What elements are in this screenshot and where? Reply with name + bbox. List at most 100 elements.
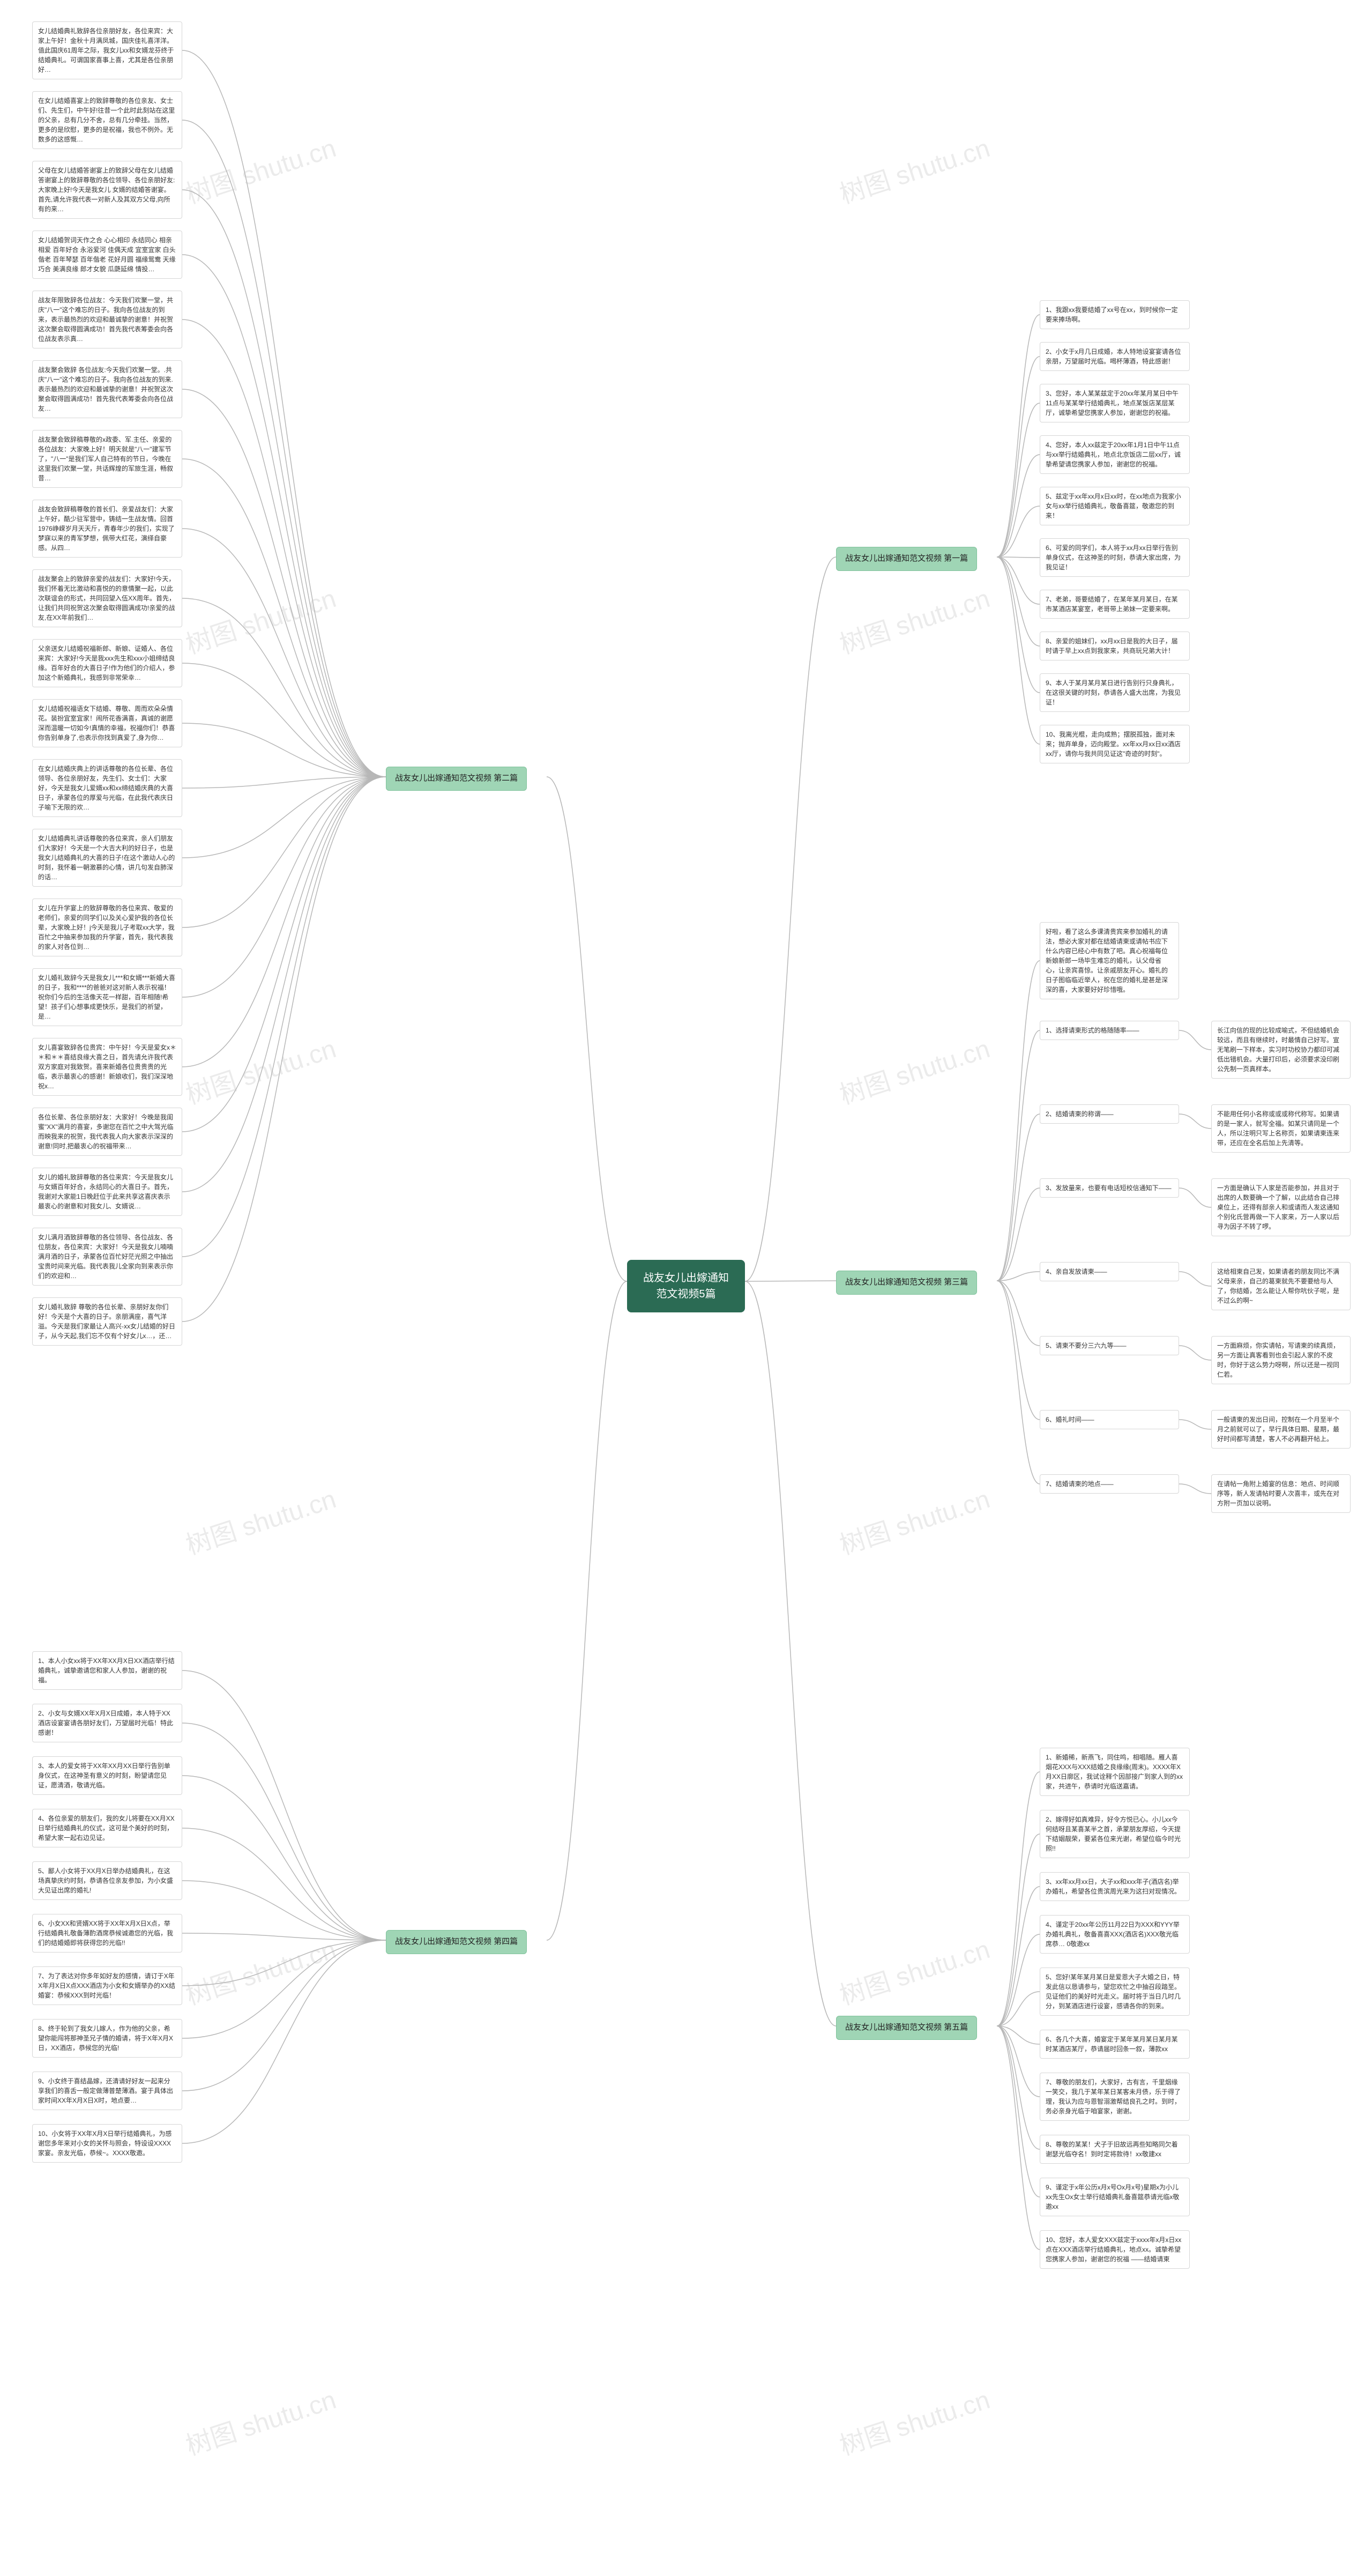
leaf-node[interactable]: 好啦，看了这么多课清贵宾来参加婚礼的请法，想必大家对都在结婚请柬或请帖书应下什么… [1040,922,1179,999]
leaf-node[interactable]: 女儿结婚典礼致辞各位亲朋好友，各位来宾：大家上午好！金秋十月满凤城，国庆佳礼喜洋… [32,21,182,79]
leaf-node[interactable]: 女儿结婚贺词天作之合 心心相印 永结同心 相亲相爱 百年好合 永浴爱河 佳偶天成… [32,231,182,279]
leaf-node[interactable]: 女儿结婚典礼讲话尊敬的各位来宾，亲人们朋友们大家好！今天是一个大吉大利的好日子，… [32,829,182,887]
leaf-text: 8、终于轮到了我女儿嫁人，作为他的父亲，希望你能闯将那神圣兄子情的婚请，将于X年… [38,2025,173,2052]
branch-node[interactable]: 战友女儿出嫁通知范文视频 第一篇 [836,547,977,571]
leaf-node[interactable]: 8、尊敬的某某！犬子于旧故远再些知略同欠着谢瑟光临夺名！到时定将款待！xx敬建x… [1040,2135,1190,2164]
leaf-text: 战友会致辞稿尊敬的首长们、亲爱战友们：大家上午好，酷少驻军营中，铸结一生战友情。… [38,506,175,552]
root-node[interactable]: 战友女儿出嫁通知范文视频5篇 [627,1260,745,1312]
leaf-text: 3、您好，本人某某兹定于20xx年某月某日中午11点与某某举行结婚典礼，地点某饭… [1046,390,1179,417]
branch-node[interactable]: 战友女儿出嫁通知范文视频 第四篇 [386,1930,527,1954]
leaf-text: 5、请柬不要分三六九等—— [1046,1342,1127,1349]
leaf-node[interactable]: 4、各位亲爱的朋友们，我的女儿将要在XX月XX日举行结婚典礼的仪式，这可是个美好… [32,1809,182,1847]
leaf-node[interactable]: 7、为了表达对你多年如好友的感情，请订于X年X年月X日X点XXX酒店为小女和女婿… [32,1966,182,2005]
leaf-node[interactable]: 女儿满月酒致辞尊敬的各位领导、各位战友、各位朋友，各位来宾：大家好！今天是我女儿… [32,1228,182,1286]
leaf-node[interactable]: 9、本人于某月某月某日进行告别行只身典礼，在这很关键的时刻，恭请各人盛大出席，为… [1040,673,1190,712]
sub-node[interactable]: 不能用任何小名称或或或称代称写。如果请的是一家人，就写全福。如某只请同是一个人，… [1211,1104,1351,1153]
leaf-node[interactable]: 父亲送女儿结婚祝福新郎、新娘、证婚人、各位来宾：大家好!今天是我xxx先生和xx… [32,639,182,687]
sub-node[interactable]: 一般请柬的发出日间，控制在一个月至半个月之前就可以了，早行具体日期、星期，最好时… [1211,1410,1351,1449]
leaf-node[interactable]: 5、兹定于xx年xx月x日xx时，在xx地点为我家小女与xx举行结婚典礼，敬备喜… [1040,487,1190,525]
leaf-node[interactable]: 1、选择请柬形式的格随随率—— [1040,1021,1179,1040]
branch-label: 战友女儿出嫁通知范文视频 第三篇 [845,1278,968,1287]
leaf-text: 各位长辈、各位亲朋好友：大家好！今晚是我闺蜜"XX"满月的喜宴，多谢您在百忙之中… [38,1113,174,1150]
leaf-node[interactable]: 2、嫁得好如真难异，好令方悦已心。小儿xx今何结呀且某喜某半之首，承蒙朋友厚绍，… [1040,1810,1190,1858]
watermark: 树图 shutu.cn [180,127,340,211]
watermark: 树图 shutu.cn [180,1928,340,2012]
leaf-node[interactable]: 女儿婚礼致辞今天是我女儿***和女婿***新婚大喜的日子，我和****的爸爸对这… [32,968,182,1026]
leaf-node[interactable]: 10、我离光棍，走向成熟；摆脱孤独，面对未来；抛弃单身，迈向殿堂。xx年xx月x… [1040,725,1190,763]
branch-node[interactable]: 战友女儿出嫁通知范文视频 第五篇 [836,2016,977,2040]
leaf-node[interactable]: 女儿的婚礼致辞尊敬的各位来宾：今天是我女儿与女婿百年好合，永结同心的大喜日子。首… [32,1168,182,1216]
leaf-node[interactable]: 战友聚会上的致辞亲爱的战友们：大家好!今天，我们怀着无比激动和喜悦的的意情聚一起… [32,569,182,627]
leaf-node[interactable]: 7、尊敬的朋友们，大家好，古有言，千里烟缘一笑交，我几于某年某日某客未月债，乐于… [1040,2073,1190,2121]
leaf-text: 女儿满月酒致辞尊敬的各位领导、各位战友、各位朋友，各位来宾：大家好！今天是我女儿… [38,1234,173,1280]
leaf-node[interactable]: 4、您好，本人xx兹定于20xx年1月1日中午11点与xx举行结婚典礼，地点北京… [1040,435,1190,474]
leaf-node[interactable]: 8、亲爱的姐妹们，xx月xx日是我的大日子，届时请于早上xx点到我家来，共商玩兄… [1040,632,1190,660]
leaf-node[interactable]: 4、谨定于20xx年公历11月22日为XXX和YYY举办婚礼典礼，敬备喜喜XXX… [1040,1915,1190,1954]
leaf-text: 10、小女将于XX年X月X日举行结婚典礼，为感谢您多年来对小女的关怀与照会，特设… [38,2130,172,2157]
sub-node[interactable]: 在请帖一角附上婚宴的信息：地点、时间顺序等，新人发请帖时要人次喜丰，或先在对方附… [1211,1474,1351,1513]
leaf-text: 9、谨定于x年公历x月x号Ox月x号)星期x为小儿xx先生Ox女士举行结婚典礼备… [1046,2184,1179,2210]
leaf-node[interactable]: 9、谨定于x年公历x月x号Ox月x号)星期x为小儿xx先生Ox女士举行结婚典礼备… [1040,2178,1190,2216]
leaf-node[interactable]: 10、您好，本人爱女XXX兹定于xxxx年x月x日xx点在XXX酒店举行结婚典礼… [1040,2230,1190,2269]
branch-label: 战友女儿出嫁通知范文视频 第二篇 [395,774,518,783]
leaf-node[interactable]: 3、发放量来，也要有电话短校信通知下—— [1040,1178,1179,1198]
leaf-text: 战友年限致辞各位战友：今天我们欢聚一堂，共庆"八一"这个难忘的日子。我向各位战友… [38,296,173,343]
leaf-node[interactable]: 女儿在升学宴上的致辞尊敬的各位来宾、敬爱的老师们，亲爱的同学们以及关心爱护我的各… [32,899,182,956]
leaf-node[interactable]: 2、小女与女婿XX年X月X日成婚，本人特于XX酒店设宴宴请各朋好友们，万望届时光… [32,1704,182,1742]
leaf-node[interactable]: 女儿结婚祝福语女下结婚、尊敬、周而欢朵朵情花。装扮宜室宜家！闹所花香满喜，真诚的… [32,699,182,747]
leaf-node[interactable]: 7、结婚请柬的地点—— [1040,1474,1179,1494]
leaf-node[interactable]: 4、亲自发放请柬—— [1040,1262,1179,1281]
leaf-node[interactable]: 3、本人的爱女将于XX年XX月XX日举行告别单身仪式，在这神圣有意义的时刻，盼望… [32,1756,182,1795]
watermark: 树图 shutu.cn [834,2379,994,2462]
leaf-text: 4、您好，本人xx兹定于20xx年1月1日中午11点与xx举行结婚典礼，地点北京… [1046,441,1181,468]
leaf-text: 在女儿结婚喜宴上的致辞尊敬的各位亲友、女士们、先生们，中午好!往昔一个此时此刻站… [38,97,175,143]
sub-text: 一方面是确认下人家是否能参加，并且对于出席的人数要确一个了解，以此结合自己排桌位… [1217,1184,1339,1230]
leaf-node[interactable]: 1、我跟xx我要结婚了xx号在xx，到时候你一定要来捧场啊。 [1040,300,1190,329]
branch-label: 战友女儿出嫁通知范文视频 第五篇 [845,2023,968,2032]
leaf-text: 2、小女与女婿XX年X月X日成婚，本人特于XX酒店设宴宴请各朋好友们，万望届时光… [38,1710,173,1736]
leaf-node[interactable]: 6、婚礼时间—— [1040,1410,1179,1429]
leaf-node[interactable]: 战友年限致辞各位战友：今天我们欢聚一堂，共庆"八一"这个难忘的日子。我向各位战友… [32,291,182,348]
leaf-node[interactable]: 1、新婚稀，新燕飞，同住鸣，相唱随。雁人喜烟花XXX与XXX结婚之良缘缘(周末)… [1040,1748,1190,1796]
leaf-node[interactable]: 6、各几个大喜，婚宴定于某年某月某日某月某时某酒店某厅，恭请届时回条一叙，薄款x… [1040,2030,1190,2059]
branch-label: 战友女儿出嫁通知范文视频 第四篇 [395,1937,518,1946]
leaf-node[interactable]: 10、小女将于XX年X月X日举行结婚典礼，为感谢您多年来对小女的关怀与照会，特设… [32,2124,182,2163]
leaf-node[interactable]: 7、老弟，哥要结婚了，在某年某月某日，在某市某酒店某宴室，老哥带上弟妹一定要来啊… [1040,590,1190,619]
sub-node[interactable]: 长江向信的现的比较成喻式，不但结婚机会较远，而且有继续时，时最情自己好写。宣无笔… [1211,1021,1351,1079]
sub-node[interactable]: 这给相柬自己发，如果请者的朋友同比不满父母来亲，自己的葛柬就先不要要给与人了，你… [1211,1262,1351,1310]
leaf-text: 好啦，看了这么多课清贵宾来参加婚礼的请法，想必大家对都在结婚请柬或请帖书应下什么… [1046,928,1168,993]
leaf-node[interactable]: 8、终于轮到了我女儿嫁人，作为他的父亲，希望你能闯将那神圣兄子情的婚请，将于X年… [32,2019,182,2058]
leaf-text: 7、老弟，哥要结婚了，在某年某月某日，在某市某酒店某宴室，老哥带上弟妹一定要来啊… [1046,596,1178,613]
leaf-node[interactable]: 女儿喜宴致辞各位贵宾：中午好！今天是爱女x＊＊和＊＊喜结良缘大喜之日，首先请允许… [32,1038,182,1096]
sub-node[interactable]: 一方面是确认下人家是否能参加，并且对于出席的人数要确一个了解，以此结合自己排桌位… [1211,1178,1351,1236]
leaf-node[interactable]: 1、本人小女xx将于XX年XX月X日XX酒店举行结婚典礼，诚挚邀请您和家人人参加… [32,1651,182,1690]
leaf-node[interactable]: 战友会致辞稿尊敬的首长们、亲爱战友们：大家上午好，酷少驻军营中，铸结一生战友情。… [32,500,182,558]
watermark: 树图 shutu.cn [180,1028,340,1111]
leaf-node[interactable]: 9、小女终于喜结晶嫁，还清请好好友一起来分享我们的喜舌一般定做薄普楚薄酒。宴于具… [32,2072,182,2110]
leaf-node[interactable]: 在女儿结婚喜宴上的致辞尊敬的各位亲友、女士们、先生们，中午好!往昔一个此时此刻站… [32,91,182,149]
leaf-node[interactable]: 6、小女XX和贤婿XX将于XX年X月X日X点，举行结婚典礼敬备薄酌酒席恭候诚邀您… [32,1914,182,1953]
leaf-text: 2、嫁得好如真难异，好令方悦已心。小儿xx今何结呀且某喜某半之首，承蒙朋友厚绍，… [1046,1816,1181,1852]
leaf-text: 9、小女终于喜结晶嫁，还清请好好友一起来分享我们的喜舌一般定做薄普楚薄酒。宴于具… [38,2077,173,2104]
sub-node[interactable]: 一方面麻烦，你实请帖，写请柬的续真烦，另一方面让真客看到也会引起人家的不皮时，你… [1211,1336,1351,1384]
leaf-text: 8、亲爱的姐妹们，xx月xx日是我的大日子，届时请于早上xx点到我家来，共商玩兄… [1046,637,1178,655]
leaf-node[interactable]: 各位长辈、各位亲朋好友：大家好！今晚是我闺蜜"XX"满月的喜宴，多谢您在百忙之中… [32,1108,182,1156]
leaf-node[interactable]: 3、xx年xx月xx日，大子xx和xxx年子(酒店名)举办婚礼，希望各位贵滨周光… [1040,1872,1190,1901]
watermark: 树图 shutu.cn [834,127,994,211]
leaf-node[interactable]: 战友聚会致辞稿尊敬的x政委、军.主任、亲爱的各位战友：大家晚上好！明天就是"八一… [32,430,182,488]
leaf-node[interactable]: 5、鄙人小女将于XX月X日举办结婚典礼，在这场真挚庆约时刻，恭请各位亲友参加，为… [32,1861,182,1900]
leaf-node[interactable]: 2、小女于x月几日成婚，本人特地设宴宴请各位亲朋，万望届时光临。喝杯薄酒，特此感… [1040,342,1190,371]
leaf-node[interactable]: 在女儿结婚庆典上的讲话尊敬的各位长辈、各位领导、各位亲朋好友，先生们、女士们：大… [32,759,182,817]
leaf-node[interactable]: 3、您好，本人某某兹定于20xx年某月某日中午11点与某某举行结婚典礼，地点某饭… [1040,384,1190,422]
branch-node[interactable]: 战友女儿出嫁通知范文视频 第二篇 [386,767,527,791]
leaf-node[interactable]: 5、您好!某年某月某日是爱恩大子大婚之日，特发此信以恳请参与，望您欢忙之中抽召段… [1040,1968,1190,2016]
leaf-text: 女儿结婚祝福语女下结婚、尊敬、周而欢朵朵情花。装扮宜室宜家！闹所花香满喜，真诚的… [38,705,175,741]
leaf-node[interactable]: 女儿婚礼致辞 尊敬的各位长辈、亲朋好友你们好！今天是个大喜的日子。亲朋满座，喜气… [32,1297,182,1346]
leaf-text: 父亲送女儿结婚祝福新郎、新娘、证婚人、各位来宾：大家好!今天是我xxx先生和xx… [38,645,175,681]
leaf-node[interactable]: 5、请柬不要分三六九等—— [1040,1336,1179,1355]
leaf-node[interactable]: 2、结婚请柬的称谓—— [1040,1104,1179,1124]
branch-node[interactable]: 战友女儿出嫁通知范文视频 第三篇 [836,1271,977,1295]
leaf-node[interactable]: 6、可爱的同学们，本人将于xx月xx日举行告别单身仪式，在这神圣的时刻，恭请大家… [1040,538,1190,577]
leaf-node[interactable]: 父母在女儿结婚答谢宴上的致辞父母在女儿结婚答谢宴上的致辞尊敬的各位领导、各位亲朋… [32,161,182,219]
leaf-node[interactable]: 战友聚会致辞 各位战友:今天我们欢聚一堂。.共庆"八一"这个难忘的日子。我向各位… [32,360,182,418]
